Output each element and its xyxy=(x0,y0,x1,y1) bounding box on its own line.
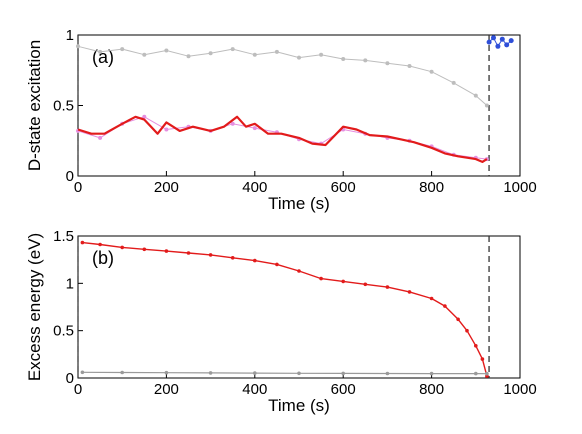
data-point-gray-markers xyxy=(363,58,368,63)
data-point-gray-markers-line xyxy=(341,371,346,376)
data-point-red-markers-line xyxy=(230,255,235,260)
panel-b: 0 200 400 600 800 1000 0 0.5 1 1.5 Time (s) Excess … xyxy=(25,228,537,415)
x-tick-label: 200 xyxy=(154,381,179,398)
data-point-gray-markers-line xyxy=(120,370,124,375)
data-point-red-markers-line xyxy=(80,240,85,245)
data-point-red-markers-line xyxy=(319,276,323,281)
data-point-pink-markers xyxy=(252,126,257,131)
y-tick-label: 0 xyxy=(66,168,74,185)
data-point-red-markers-line xyxy=(186,251,191,255)
data-point-gray-markers xyxy=(120,47,125,52)
series-line-gray-markers-line xyxy=(82,371,487,375)
x-tick-label: 600 xyxy=(331,381,356,398)
data-point-red-markers-line xyxy=(429,296,434,301)
data-point-blue-markers xyxy=(495,43,501,49)
data-point-gray-markers-line xyxy=(485,371,489,376)
data-point-gray-markers-line xyxy=(429,371,434,376)
y-axis-label: D-state excitation xyxy=(25,40,44,171)
data-point-gray-markers-line xyxy=(474,371,478,376)
data-point-gray-markers xyxy=(429,69,434,74)
y-tick-label: 1 xyxy=(66,275,74,292)
data-point-red-markers-line xyxy=(363,282,368,287)
data-point-pink-markers xyxy=(164,127,169,132)
data-point-red-markers-line xyxy=(456,317,460,322)
y-tick-label: 0.5 xyxy=(53,323,74,340)
data-point-red-markers-line xyxy=(120,245,124,250)
data-point-gray-markers xyxy=(473,93,478,98)
data-point-red-markers-line xyxy=(297,269,301,273)
data-point-gray-markers xyxy=(252,52,257,57)
data-point-pink-markers xyxy=(142,114,147,119)
data-point-gray-markers xyxy=(319,52,324,57)
x-tick-label: 800 xyxy=(419,179,444,196)
data-point-gray-markers-line xyxy=(80,370,85,375)
series-line-pink-markers xyxy=(77,116,487,160)
y-tick-label: 1 xyxy=(66,27,74,44)
data-point-red-markers-line xyxy=(341,279,346,284)
data-point-gray-markers xyxy=(451,80,456,85)
data-point-gray-markers xyxy=(142,52,147,57)
data-point-blue-markers xyxy=(486,39,492,45)
data-point-blue-markers xyxy=(491,35,496,41)
data-point-red-markers-line xyxy=(98,242,102,247)
data-point-gray-markers xyxy=(76,44,80,49)
data-point-red-markers-line xyxy=(385,285,390,289)
x-tick-label: 1000 xyxy=(503,179,536,196)
data-point-gray-markers xyxy=(407,64,412,68)
x-tick-label: 1000 xyxy=(503,381,536,398)
data-point-gray-markers-line xyxy=(253,371,257,375)
panel-a: 0 200 400 600 800 1000 0 0.5 1 Time (s) D-state ex… xyxy=(25,27,537,213)
data-point-gray-markers-line xyxy=(208,371,213,375)
data-point-gray-markers-line xyxy=(385,371,390,376)
x-tick-label: 400 xyxy=(242,381,267,398)
data-point-pink-markers xyxy=(98,135,103,140)
data-point-red-markers-line xyxy=(208,253,213,257)
data-point-red-markers-line xyxy=(443,304,447,308)
data-point-gray-markers xyxy=(274,49,279,54)
data-point-red-markers-line xyxy=(164,249,169,253)
panel-label: (b) xyxy=(92,248,114,268)
x-tick-label: 600 xyxy=(331,179,356,196)
series-line-red-line xyxy=(77,115,488,163)
axes-box xyxy=(77,235,521,379)
data-point-gray-markers xyxy=(98,49,103,54)
x-tick-label: 800 xyxy=(419,381,444,398)
data-point-blue-markers xyxy=(508,38,514,44)
y-tick-label: 1.5 xyxy=(53,228,74,245)
data-point-red-markers-line xyxy=(474,344,478,348)
data-point-gray-markers xyxy=(297,55,301,60)
data-point-gray-markers xyxy=(164,48,169,53)
panel-label: (a) xyxy=(92,47,114,67)
y-tick-label: 0.5 xyxy=(53,98,74,115)
x-tick-label: 200 xyxy=(154,179,179,196)
data-point-red-markers-line xyxy=(142,247,147,252)
data-point-gray-markers xyxy=(186,54,191,59)
x-axis-label: Time (s) xyxy=(268,194,330,213)
data-point-gray-markers xyxy=(385,61,390,66)
data-point-gray-markers-line xyxy=(297,371,301,376)
y-axis-label: Excess energy (eV) xyxy=(25,233,44,381)
data-point-red-markers-line xyxy=(253,258,257,263)
data-point-gray-markers xyxy=(208,51,213,56)
x-tick-label: 0 xyxy=(74,179,82,196)
data-point-blue-markers xyxy=(499,36,505,42)
data-point-blue-markers xyxy=(504,42,510,48)
data-point-red-markers-line xyxy=(480,357,485,361)
data-point-gray-markers xyxy=(484,103,489,108)
x-tick-label: 400 xyxy=(242,179,267,196)
x-tick-label: 0 xyxy=(74,381,82,398)
data-point-gray-markers xyxy=(341,57,346,61)
data-point-gray-markers xyxy=(230,47,235,52)
x-axis-label: Time (s) xyxy=(268,396,330,415)
data-point-red-markers-line xyxy=(275,262,279,267)
data-point-pink-markers xyxy=(230,121,235,126)
series-line-gray-markers xyxy=(77,45,488,106)
data-point-gray-markers-line xyxy=(164,370,169,375)
series-line-red-markers-line xyxy=(82,241,488,377)
data-point-red-markers-line xyxy=(465,328,469,333)
data-point-red-markers-line xyxy=(407,290,412,294)
y-tick-label: 0 xyxy=(66,370,74,387)
